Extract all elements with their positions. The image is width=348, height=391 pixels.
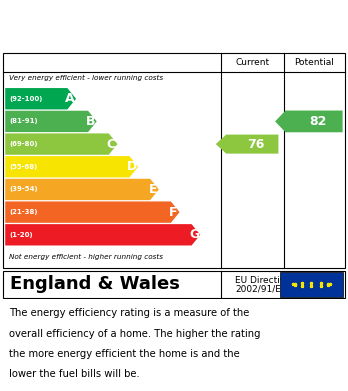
Text: Very energy efficient - lower running costs: Very energy efficient - lower running co… [9, 75, 163, 81]
Text: Not energy efficient - higher running costs: Not energy efficient - higher running co… [9, 254, 163, 260]
Polygon shape [275, 111, 342, 132]
Text: F: F [169, 206, 178, 219]
Text: EU Directive: EU Directive [235, 276, 291, 285]
Text: A: A [65, 92, 75, 105]
Polygon shape [5, 133, 118, 155]
Text: (39-54): (39-54) [9, 187, 38, 192]
Text: Potential: Potential [294, 58, 334, 67]
Polygon shape [216, 135, 278, 154]
Polygon shape [5, 179, 159, 200]
Text: overall efficiency of a home. The higher the rating: overall efficiency of a home. The higher… [9, 328, 260, 339]
Text: (69-80): (69-80) [9, 141, 38, 147]
Text: D: D [127, 160, 137, 173]
Text: (81-91): (81-91) [9, 118, 38, 124]
Text: (1-20): (1-20) [9, 232, 33, 238]
Text: England & Wales: England & Wales [10, 275, 180, 294]
Text: B: B [86, 115, 95, 128]
Polygon shape [5, 111, 97, 132]
Polygon shape [5, 88, 76, 109]
Text: lower the fuel bills will be.: lower the fuel bills will be. [9, 369, 140, 379]
Text: Energy Efficiency Rating: Energy Efficiency Rating [9, 19, 219, 34]
Text: (92-100): (92-100) [9, 96, 43, 102]
Text: Current: Current [235, 58, 269, 67]
Polygon shape [5, 201, 180, 223]
Text: 76: 76 [247, 138, 265, 151]
Text: 82: 82 [310, 115, 327, 128]
Text: 2002/91/EC: 2002/91/EC [235, 284, 287, 293]
Text: the more energy efficient the home is and the: the more energy efficient the home is an… [9, 349, 239, 359]
Bar [280, 272, 343, 297]
Polygon shape [5, 156, 138, 178]
Text: (21-38): (21-38) [9, 209, 38, 215]
Polygon shape [5, 224, 200, 246]
Text: E: E [149, 183, 157, 196]
Text: C: C [107, 138, 116, 151]
Text: G: G [189, 228, 199, 241]
Text: The energy efficiency rating is a measure of the: The energy efficiency rating is a measur… [9, 308, 249, 318]
Text: (55-68): (55-68) [9, 164, 38, 170]
